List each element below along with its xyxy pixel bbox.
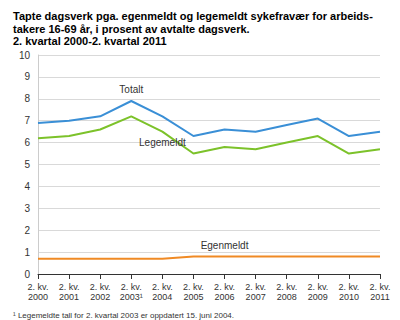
svg-text:2. kv.: 2. kv. — [152, 282, 173, 292]
svg-text:takere 16-69 år, i prosent av: takere 16-69 år, i prosent av avtalte da… — [13, 23, 250, 35]
svg-text:2. kvartal 2000-2. kvartal 201: 2. kvartal 2000-2. kvartal 2011 — [13, 35, 167, 47]
svg-text:2004: 2004 — [152, 292, 172, 302]
svg-text:2011: 2011 — [370, 292, 389, 302]
svg-text:2: 2 — [24, 225, 30, 236]
svg-text:Tapte dagsverk pga. egenmeldt: Tapte dagsverk pga. egenmeldt og legemel… — [13, 10, 373, 22]
svg-text:Legemeldt: Legemeldt — [139, 137, 186, 148]
svg-text:1: 1 — [24, 247, 30, 258]
svg-text:2000: 2000 — [28, 292, 48, 302]
svg-text:2. kv.: 2. kv. — [276, 282, 297, 292]
svg-text:2001: 2001 — [59, 292, 79, 302]
svg-text:2. kv.: 2. kv. — [245, 282, 266, 292]
svg-text:2. kv.: 2. kv. — [183, 282, 204, 292]
svg-text:2002: 2002 — [90, 292, 110, 302]
svg-text:2009: 2009 — [308, 292, 328, 302]
svg-text:2005: 2005 — [183, 292, 203, 302]
svg-text:2007: 2007 — [246, 292, 266, 302]
svg-text:5: 5 — [24, 159, 30, 170]
svg-text:8: 8 — [24, 93, 30, 104]
svg-text:3: 3 — [24, 203, 30, 214]
svg-text:2. kv.: 2. kv. — [214, 282, 235, 292]
svg-text:2008: 2008 — [277, 292, 297, 302]
svg-text:2. kv.: 2. kv. — [370, 282, 391, 292]
svg-text:Egenmeldt: Egenmeldt — [201, 240, 249, 251]
svg-text:2. kv.: 2. kv. — [59, 282, 80, 292]
svg-text:2010: 2010 — [339, 292, 359, 302]
svg-text:Totalt: Totalt — [119, 84, 143, 95]
svg-text:9: 9 — [24, 71, 30, 82]
svg-text:2. kv.: 2. kv. — [307, 282, 328, 292]
svg-text:6: 6 — [24, 137, 30, 148]
svg-text:2. kv.: 2. kv. — [338, 282, 359, 292]
svg-text:4: 4 — [24, 181, 30, 192]
svg-text:2003¹: 2003¹ — [120, 292, 143, 302]
svg-text:2006: 2006 — [215, 292, 235, 302]
svg-text:7: 7 — [24, 115, 30, 126]
svg-text:10: 10 — [19, 50, 31, 61]
svg-text:2. kv.: 2. kv. — [90, 282, 111, 292]
svg-text:2. kv.: 2. kv. — [121, 282, 142, 292]
svg-text:0: 0 — [24, 269, 30, 280]
svg-text:2. kv.: 2. kv. — [28, 282, 49, 292]
svg-text:¹ Legemeldte tall for 2. kvart: ¹ Legemeldte tall for 2. kvartal 2003 er… — [13, 311, 234, 320]
